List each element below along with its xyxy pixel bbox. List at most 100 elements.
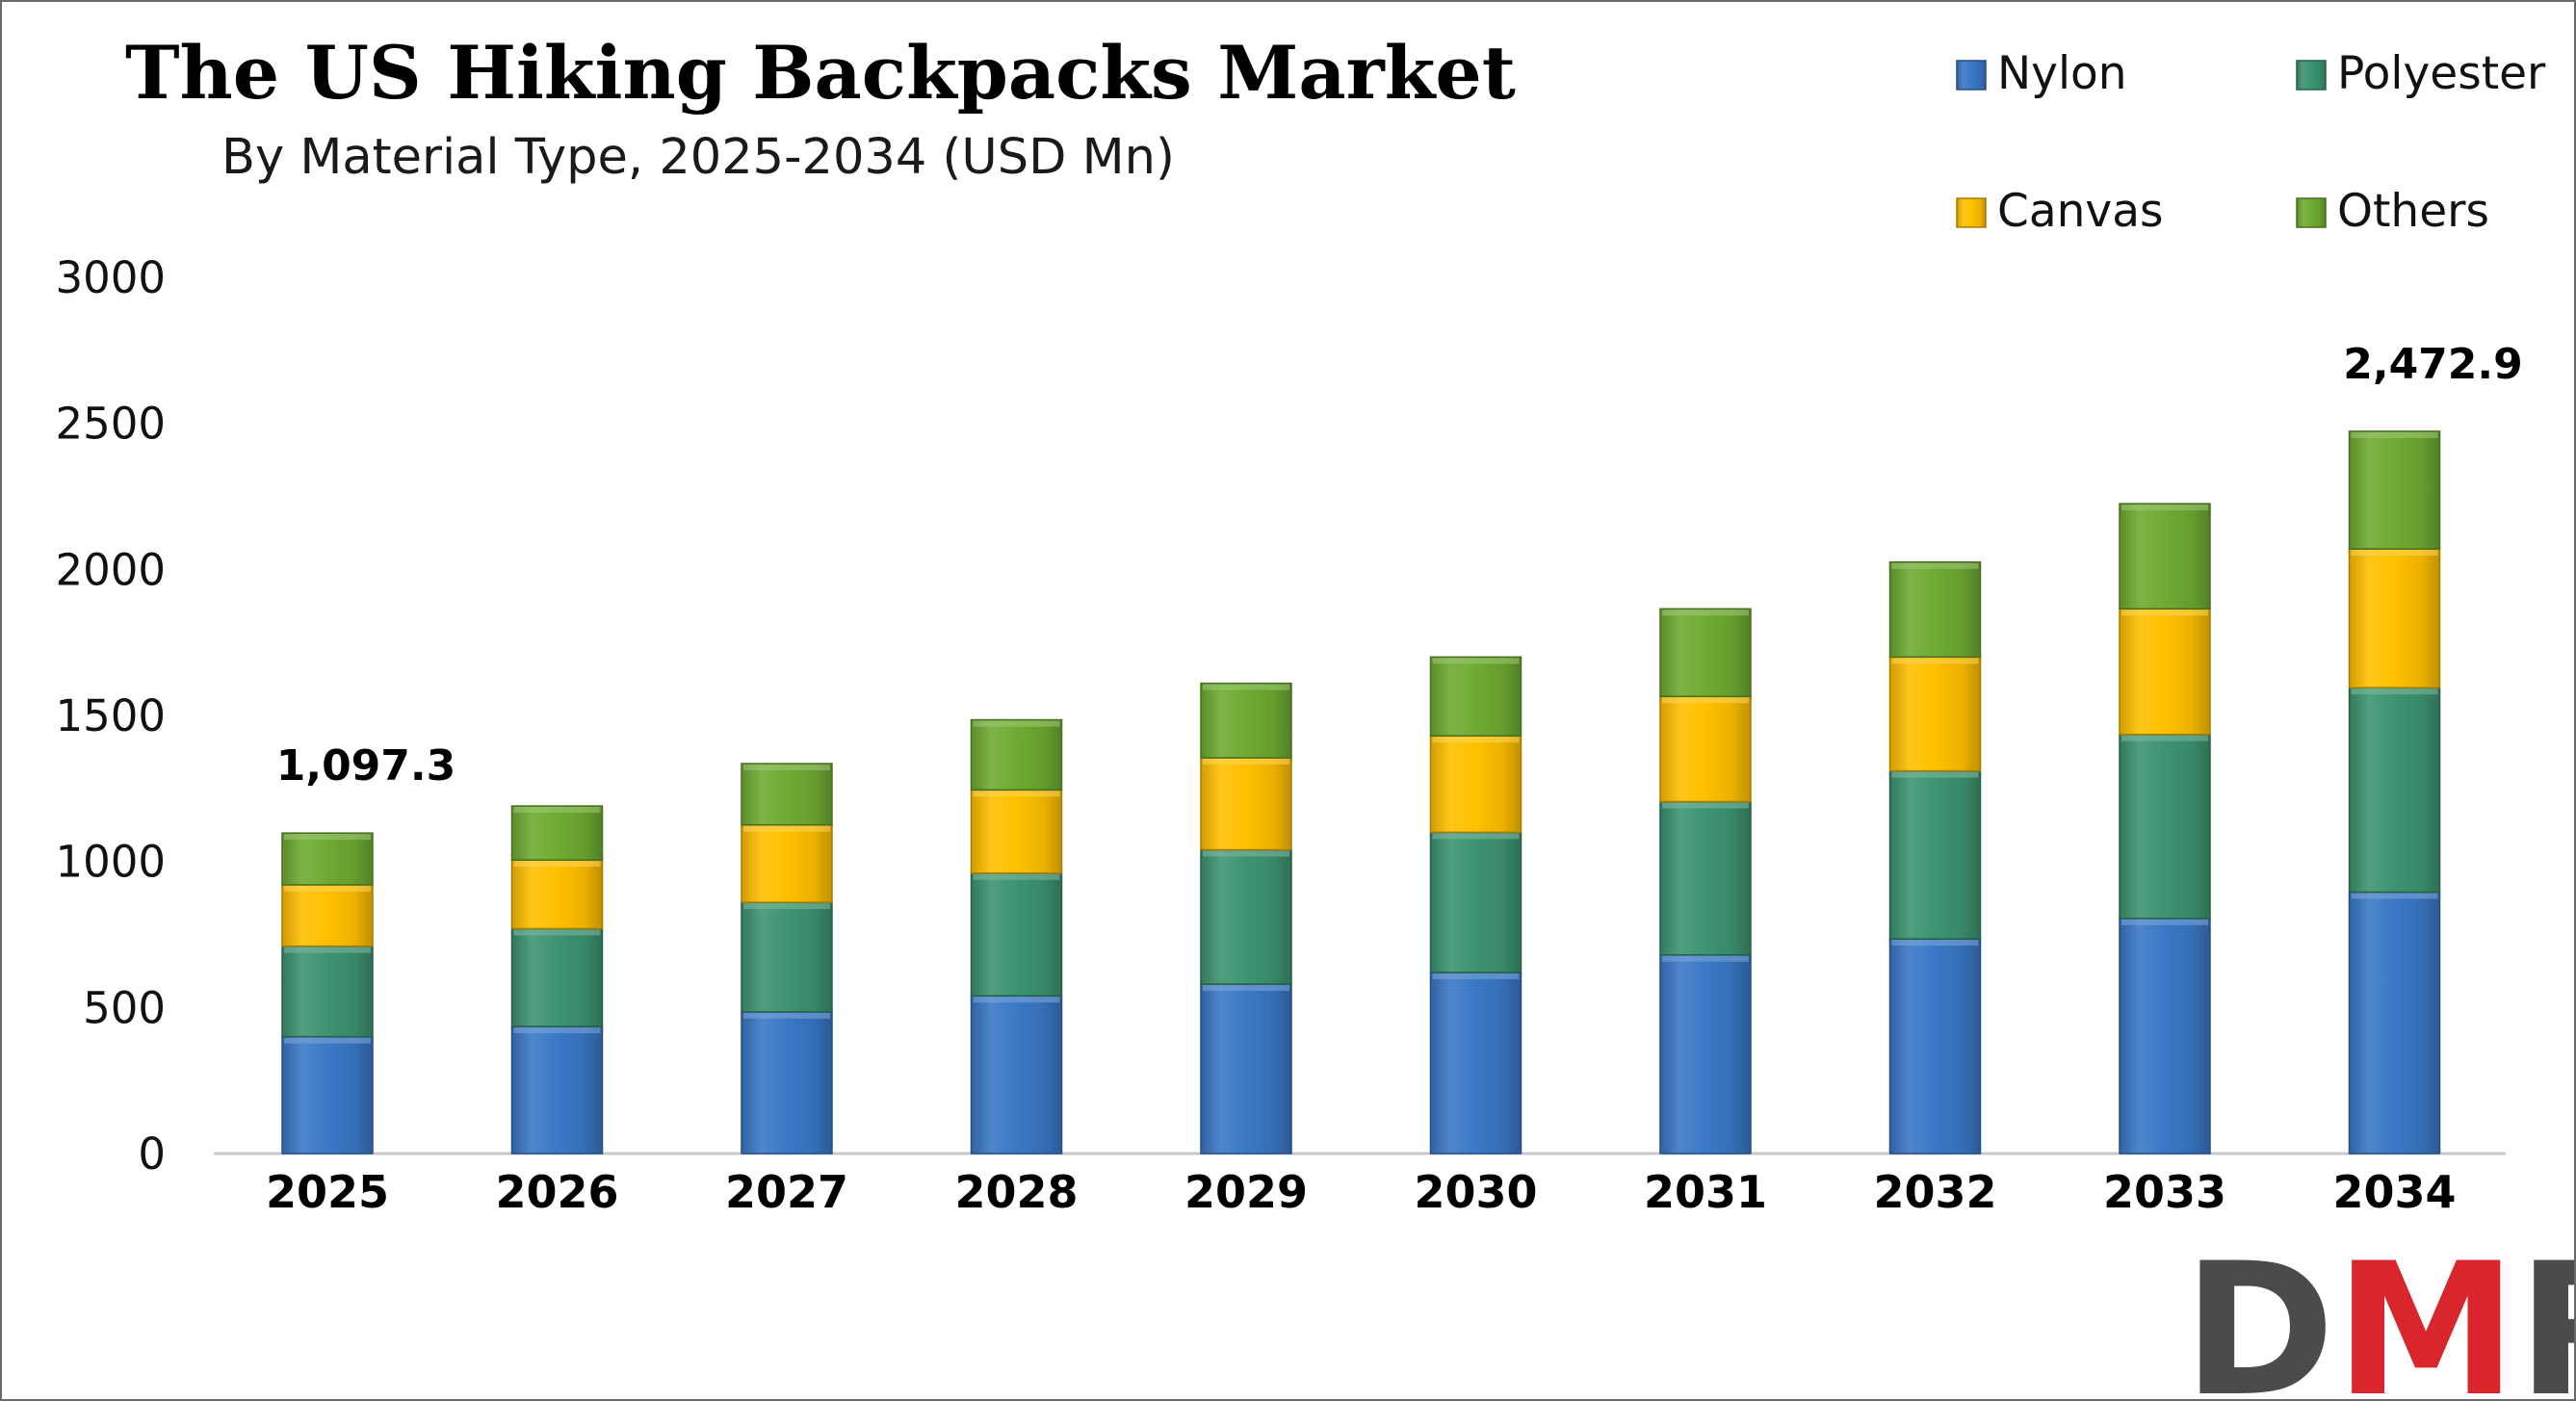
- legend-swatch: [1956, 197, 1987, 228]
- bar-segment-bevel: [2351, 893, 2438, 899]
- bar-segment-nylon-2027: [741, 1011, 833, 1155]
- bar-segment-others-2027: [741, 763, 833, 826]
- y-tick-label: 3000: [55, 252, 166, 303]
- bar-segment-nylon-2032: [1888, 938, 1982, 1155]
- legend-item-nylon: Nylon: [1956, 47, 2127, 100]
- bar-segment-bevel: [2121, 735, 2208, 741]
- chart-title: The US Hiking Backpacks Market: [125, 30, 1516, 116]
- bar-segment-bevel: [2351, 431, 2438, 438]
- bar-segment-bevel: [1432, 973, 1520, 979]
- bars: [281, 430, 2441, 1155]
- chart-subtitle: By Material Type, 2025-2034 (USD Mn): [221, 129, 1175, 186]
- bar-segment-polyester-2026: [510, 927, 604, 1027]
- bar-segment-bevel: [513, 807, 601, 814]
- x-tick-label: 2032: [1873, 1166, 1996, 1218]
- bar-segment-others-2028: [970, 718, 1063, 791]
- total-label-2025: 1,097.3: [276, 741, 456, 791]
- bar-segment-nylon-2029: [1200, 983, 1292, 1155]
- bar-segment-others-2033: [2119, 503, 2211, 610]
- bar-segment-bevel: [2121, 919, 2208, 925]
- bar-segment-bevel: [1891, 940, 1979, 947]
- y-tick-label: 1500: [55, 690, 166, 741]
- x-tick-label: 2025: [266, 1166, 389, 1218]
- bar-segment-bevel: [1203, 850, 1289, 857]
- bar-stack-2033: [2119, 503, 2211, 1155]
- legend: Nylon Polyester Canvas Others: [1956, 47, 2546, 238]
- bar-stack-2034: [2348, 430, 2441, 1155]
- bar-segment-bevel: [1662, 955, 1749, 962]
- bar-segment-others-2034: [2348, 430, 2441, 550]
- legend-label: Polyester: [2337, 47, 2546, 100]
- dmr-logo: DMR: [2183, 1224, 2574, 1399]
- bar-segment-nylon-2026: [510, 1025, 604, 1155]
- bar-segment-canvas-2025: [281, 884, 374, 947]
- bar-stack-2031: [1659, 608, 1752, 1155]
- x-tick-label: 2029: [1184, 1166, 1308, 1218]
- bar-segment-bevel: [973, 873, 1060, 880]
- bar-segment-polyester-2031: [1659, 800, 1752, 956]
- bar-segment-nylon-2033: [2119, 918, 2211, 1155]
- bar-segment-bevel: [2351, 688, 2438, 695]
- x-tick-label: 2027: [725, 1166, 848, 1218]
- bar-segment-bevel: [1203, 758, 1289, 765]
- legend-label: Canvas: [1997, 185, 2164, 238]
- bar-segment-bevel: [284, 885, 371, 892]
- x-tick-label: 2030: [1414, 1166, 1537, 1218]
- bar-segment-others-2026: [510, 805, 604, 861]
- bar-segment-bevel: [284, 947, 371, 953]
- legend-label: Nylon: [1997, 47, 2127, 100]
- y-tick-label: 0: [138, 1129, 166, 1180]
- total-labels: 1,097.3 2,472.9: [276, 340, 2523, 791]
- logo-letter-d: D: [2183, 1224, 2335, 1399]
- bar-segment-others-2030: [1429, 656, 1522, 737]
- bar-stack-2029: [1200, 682, 1292, 1155]
- bar-segment-polyester-2030: [1429, 831, 1522, 973]
- bar-segment-bevel: [743, 825, 830, 832]
- bar-segment-bevel: [973, 791, 1060, 797]
- bar-segment-bevel: [1432, 833, 1520, 840]
- bar-segment-bevel: [973, 997, 1060, 1003]
- bar-segment-bevel: [1891, 562, 1979, 569]
- y-tick-label: 2500: [55, 399, 166, 450]
- bar-segment-bevel: [2121, 610, 2208, 616]
- x-tick-label: 2028: [954, 1166, 1078, 1218]
- bar-stack-2027: [741, 763, 833, 1155]
- bar-stack-2032: [1888, 561, 1982, 1155]
- bar-segment-bevel: [2351, 550, 2438, 557]
- bar-segment-bevel: [1891, 658, 1979, 664]
- bar-segment-canvas-2026: [510, 859, 604, 930]
- bar-segment-canvas-2031: [1659, 695, 1752, 803]
- bar-segment-bevel: [2121, 505, 2208, 511]
- bar-segment-bevel: [1891, 771, 1979, 778]
- y-tick-label: 500: [83, 982, 166, 1033]
- bar-segment-polyester-2034: [2348, 687, 2441, 894]
- bar-segment-canvas-2032: [1888, 656, 1982, 772]
- bar-segment-bevel: [1203, 684, 1289, 690]
- logo-text: DMR: [2183, 1224, 2574, 1399]
- bar-segment-bevel: [1662, 802, 1749, 809]
- bar-segment-polyester-2029: [1200, 848, 1292, 985]
- bar-segment-canvas-2034: [2348, 548, 2441, 688]
- x-tick-label: 2026: [495, 1166, 618, 1218]
- bar-segment-bevel: [513, 861, 601, 868]
- bar-segment-polyester-2025: [281, 945, 374, 1038]
- legend-swatch: [2296, 197, 2327, 228]
- bar-segment-nylon-2025: [281, 1035, 374, 1155]
- bar-segment-bevel: [1432, 658, 1520, 664]
- bar-stack-2030: [1429, 656, 1522, 1155]
- bar-segment-canvas-2033: [2119, 608, 2211, 736]
- x-axis: 2025 2026 2027 2028 2029 2030 2031 2032 2033 2034: [266, 1166, 2457, 1218]
- bar-segment-bevel: [284, 834, 371, 841]
- legend-item-canvas: Canvas: [1956, 185, 2164, 238]
- bar-segment-canvas-2030: [1429, 735, 1522, 834]
- bar-stack-2026: [510, 805, 604, 1155]
- bar-segment-bevel: [513, 1027, 601, 1034]
- bar-segment-others-2032: [1888, 561, 1982, 659]
- bar-segment-bevel: [743, 903, 830, 910]
- bar-segment-bevel: [743, 1012, 830, 1019]
- bar-segment-canvas-2029: [1200, 757, 1292, 851]
- bar-segment-others-2031: [1659, 608, 1752, 698]
- bar-segment-others-2025: [281, 832, 374, 886]
